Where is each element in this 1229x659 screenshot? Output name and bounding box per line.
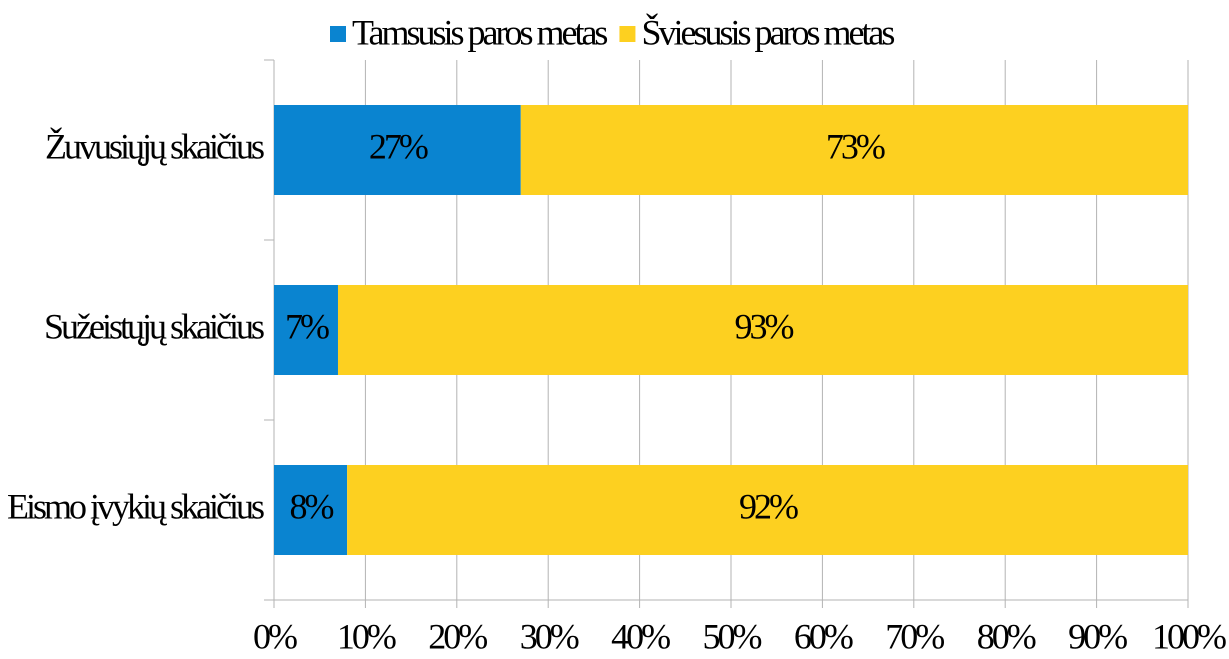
legend-swatch [619, 26, 636, 42]
data-label: 93% [734, 306, 793, 346]
x-tick-label: 10% [337, 616, 396, 656]
x-tick-label: 0% [253, 616, 297, 656]
data-label: 7% [285, 306, 329, 346]
bar-segment [274, 465, 348, 555]
x-tick-label: 90% [1068, 616, 1127, 656]
x-tick-label: 80% [977, 616, 1036, 656]
y-tick-label: Žuvusiųjų skaičius [45, 126, 264, 166]
x-tick-label: 50% [703, 616, 762, 656]
bar-segment [347, 465, 1188, 555]
data-label: 8% [290, 486, 334, 526]
data-label: 27% [369, 126, 428, 166]
bar-segment [274, 285, 338, 375]
y-tick-label: Eismo įvykių skaičius [7, 486, 264, 526]
data-label: 73% [826, 126, 885, 166]
legend-swatch [330, 26, 346, 42]
legend-label: Šviesusis paros metas [641, 12, 894, 52]
data-label: 92% [739, 486, 798, 526]
bar-segment [520, 105, 1188, 195]
x-tick-label: 70% [885, 616, 944, 656]
x-tick-label: 20% [428, 616, 487, 656]
x-tick-label: 40% [611, 616, 670, 656]
x-tick-label: 30% [520, 616, 579, 656]
bar-segment [274, 105, 521, 195]
x-tick-label: 100% [1152, 616, 1226, 656]
bar-segment [337, 285, 1189, 375]
y-tick-label: Sužeistųjų skaičius [44, 306, 264, 346]
legend-label: Tamsusis paros metas [352, 12, 607, 52]
x-tick-label: 60% [794, 616, 853, 656]
